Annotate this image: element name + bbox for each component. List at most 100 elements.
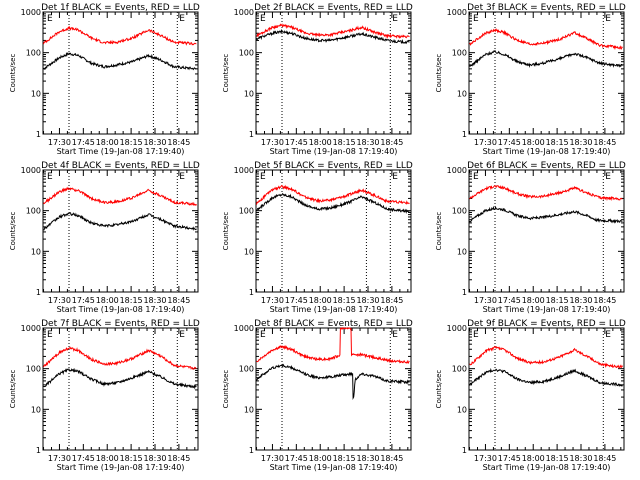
series-line-lld <box>43 186 197 207</box>
y-axis-label: Counts/sec <box>435 370 443 409</box>
x-tick-label: 18:30 <box>569 138 592 147</box>
x-tick-label: 18:45 <box>380 454 403 463</box>
y-tick-label: 1 <box>249 130 254 139</box>
x-tick-label: 18:15 <box>120 138 143 147</box>
y-tick-label: 100 <box>239 365 254 374</box>
y-tick-label: 10 <box>457 405 467 414</box>
plot-frame <box>468 11 625 135</box>
plot-frame <box>468 327 625 451</box>
x-tick-label: 18:15 <box>546 138 569 147</box>
series-line-lld <box>469 27 623 51</box>
y-tick-label: 10 <box>457 247 467 256</box>
plot-frame <box>42 327 199 451</box>
x-tick-label: 17:45 <box>72 138 95 147</box>
segment-marker: E <box>473 330 479 340</box>
y-tick-label: 100 <box>239 207 254 216</box>
x-axis-label: Start Time (19-Jan-08 17:19:40) <box>57 463 185 472</box>
segment-marker: E <box>605 172 611 182</box>
y-tick-label: 100 <box>26 49 41 58</box>
chart-panel: Det 4f BLACK = Events, RED = LLD 1 10 100 10… <box>9 161 200 314</box>
segment-marker: E <box>260 172 266 182</box>
x-tick-label: 18:45 <box>167 296 190 305</box>
y-tick-label: 10 <box>31 405 41 414</box>
y-tick-label: 10 <box>457 89 467 98</box>
x-tick-label: 17:45 <box>498 454 521 463</box>
segment-marker: E <box>473 172 479 182</box>
chart-panel: Det 9f BLACK = Events, RED = LLD 1 10 100 10… <box>435 319 626 472</box>
x-tick-label: 17:45 <box>285 138 308 147</box>
x-tick-label: 17:45 <box>285 454 308 463</box>
chart-panel: Det 1f BLACK = Events, RED = LLD 1 10 100 10… <box>9 3 200 156</box>
x-tick-label: 18:15 <box>546 454 569 463</box>
chart-title: Det 6f BLACK = Events, RED = LLD <box>467 161 626 171</box>
segment-marker: E <box>605 330 611 340</box>
x-tick-label: 17:45 <box>72 454 95 463</box>
y-tick-label: 1000 <box>234 324 254 333</box>
plot-frame <box>42 11 199 135</box>
series-line-events <box>43 211 197 231</box>
x-tick-label: 18:45 <box>167 138 190 147</box>
y-axis-label: Counts/sec <box>9 370 17 409</box>
series-line-events <box>469 367 623 387</box>
x-tick-label: 18:15 <box>546 296 569 305</box>
series-line-events <box>256 363 410 400</box>
y-tick-label: 100 <box>452 207 467 216</box>
segment-marker: E <box>392 14 398 24</box>
x-tick-label: 17:30 <box>261 138 284 147</box>
series-line-events <box>256 193 410 214</box>
x-axis-label: Start Time (19-Jan-08 17:19:40) <box>483 147 611 156</box>
y-tick-label: 10 <box>31 247 41 256</box>
x-tick-label: 18:15 <box>333 296 356 305</box>
y-tick-label: 1 <box>36 130 41 139</box>
y-tick-label: 1 <box>462 446 467 455</box>
segment-marker: E <box>47 330 53 340</box>
series-line-lld <box>469 184 623 202</box>
chart-title: Det 4f BLACK = Events, RED = LLD <box>41 161 200 171</box>
y-tick-label: 10 <box>244 247 254 256</box>
x-tick-label: 17:30 <box>474 296 497 305</box>
y-tick-label: 1000 <box>21 324 41 333</box>
x-tick-label: 18:00 <box>309 138 332 147</box>
y-tick-label: 1 <box>36 446 41 455</box>
y-axis-label: Counts/sec <box>222 54 230 93</box>
series-line-events <box>43 367 197 390</box>
chart-panel: Det 5f BLACK = Events, RED = LLD 1 10 100 10… <box>222 161 413 314</box>
segment-marker: E <box>179 14 185 24</box>
segment-marker: E <box>260 14 266 24</box>
plot-frame <box>42 169 199 293</box>
y-tick-label: 1000 <box>447 8 467 17</box>
x-tick-label: 18:00 <box>309 454 332 463</box>
segment-marker: E <box>179 172 185 182</box>
chart-title: Det 2f BLACK = Events, RED = LLD <box>254 3 413 13</box>
x-tick-label: 18:30 <box>356 138 379 147</box>
x-tick-label: 18:45 <box>380 138 403 147</box>
y-axis-label: Counts/sec <box>9 212 17 251</box>
x-axis-label: Start Time (19-Jan-08 17:19:40) <box>483 463 611 472</box>
x-tick-label: 18:30 <box>356 454 379 463</box>
y-tick-label: 10 <box>244 89 254 98</box>
x-tick-label: 17:45 <box>498 138 521 147</box>
x-tick-label: 18:30 <box>143 138 166 147</box>
chart-panel: Det 2f BLACK = Events, RED = LLD 1 10 100 10… <box>222 3 413 156</box>
segment-marker: E <box>260 330 266 340</box>
x-tick-label: 18:45 <box>593 138 616 147</box>
x-tick-label: 17:45 <box>498 296 521 305</box>
segment-marker: E <box>605 14 611 24</box>
y-tick-label: 100 <box>26 207 41 216</box>
x-tick-label: 18:45 <box>167 454 190 463</box>
x-axis-label: Start Time (19-Jan-08 17:19:40) <box>57 305 185 314</box>
y-axis-label: Counts/sec <box>9 54 17 93</box>
chart-panel: Det 8f BLACK = Events, RED = LLD 1 10 100 10… <box>222 319 413 472</box>
x-tick-label: 17:30 <box>474 454 497 463</box>
chart-title: Det 1f BLACK = Events, RED = LLD <box>41 3 200 13</box>
y-tick-label: 100 <box>26 365 41 374</box>
x-tick-label: 17:30 <box>48 296 71 305</box>
x-tick-label: 18:15 <box>120 454 143 463</box>
x-tick-label: 18:45 <box>593 454 616 463</box>
y-tick-label: 100 <box>452 49 467 58</box>
x-tick-label: 17:30 <box>261 296 284 305</box>
chart-panel: Det 3f BLACK = Events, RED = LLD 1 10 100 10… <box>435 3 626 156</box>
x-tick-label: 17:45 <box>72 296 95 305</box>
series-line-lld <box>43 25 197 46</box>
x-tick-label: 17:30 <box>48 138 71 147</box>
